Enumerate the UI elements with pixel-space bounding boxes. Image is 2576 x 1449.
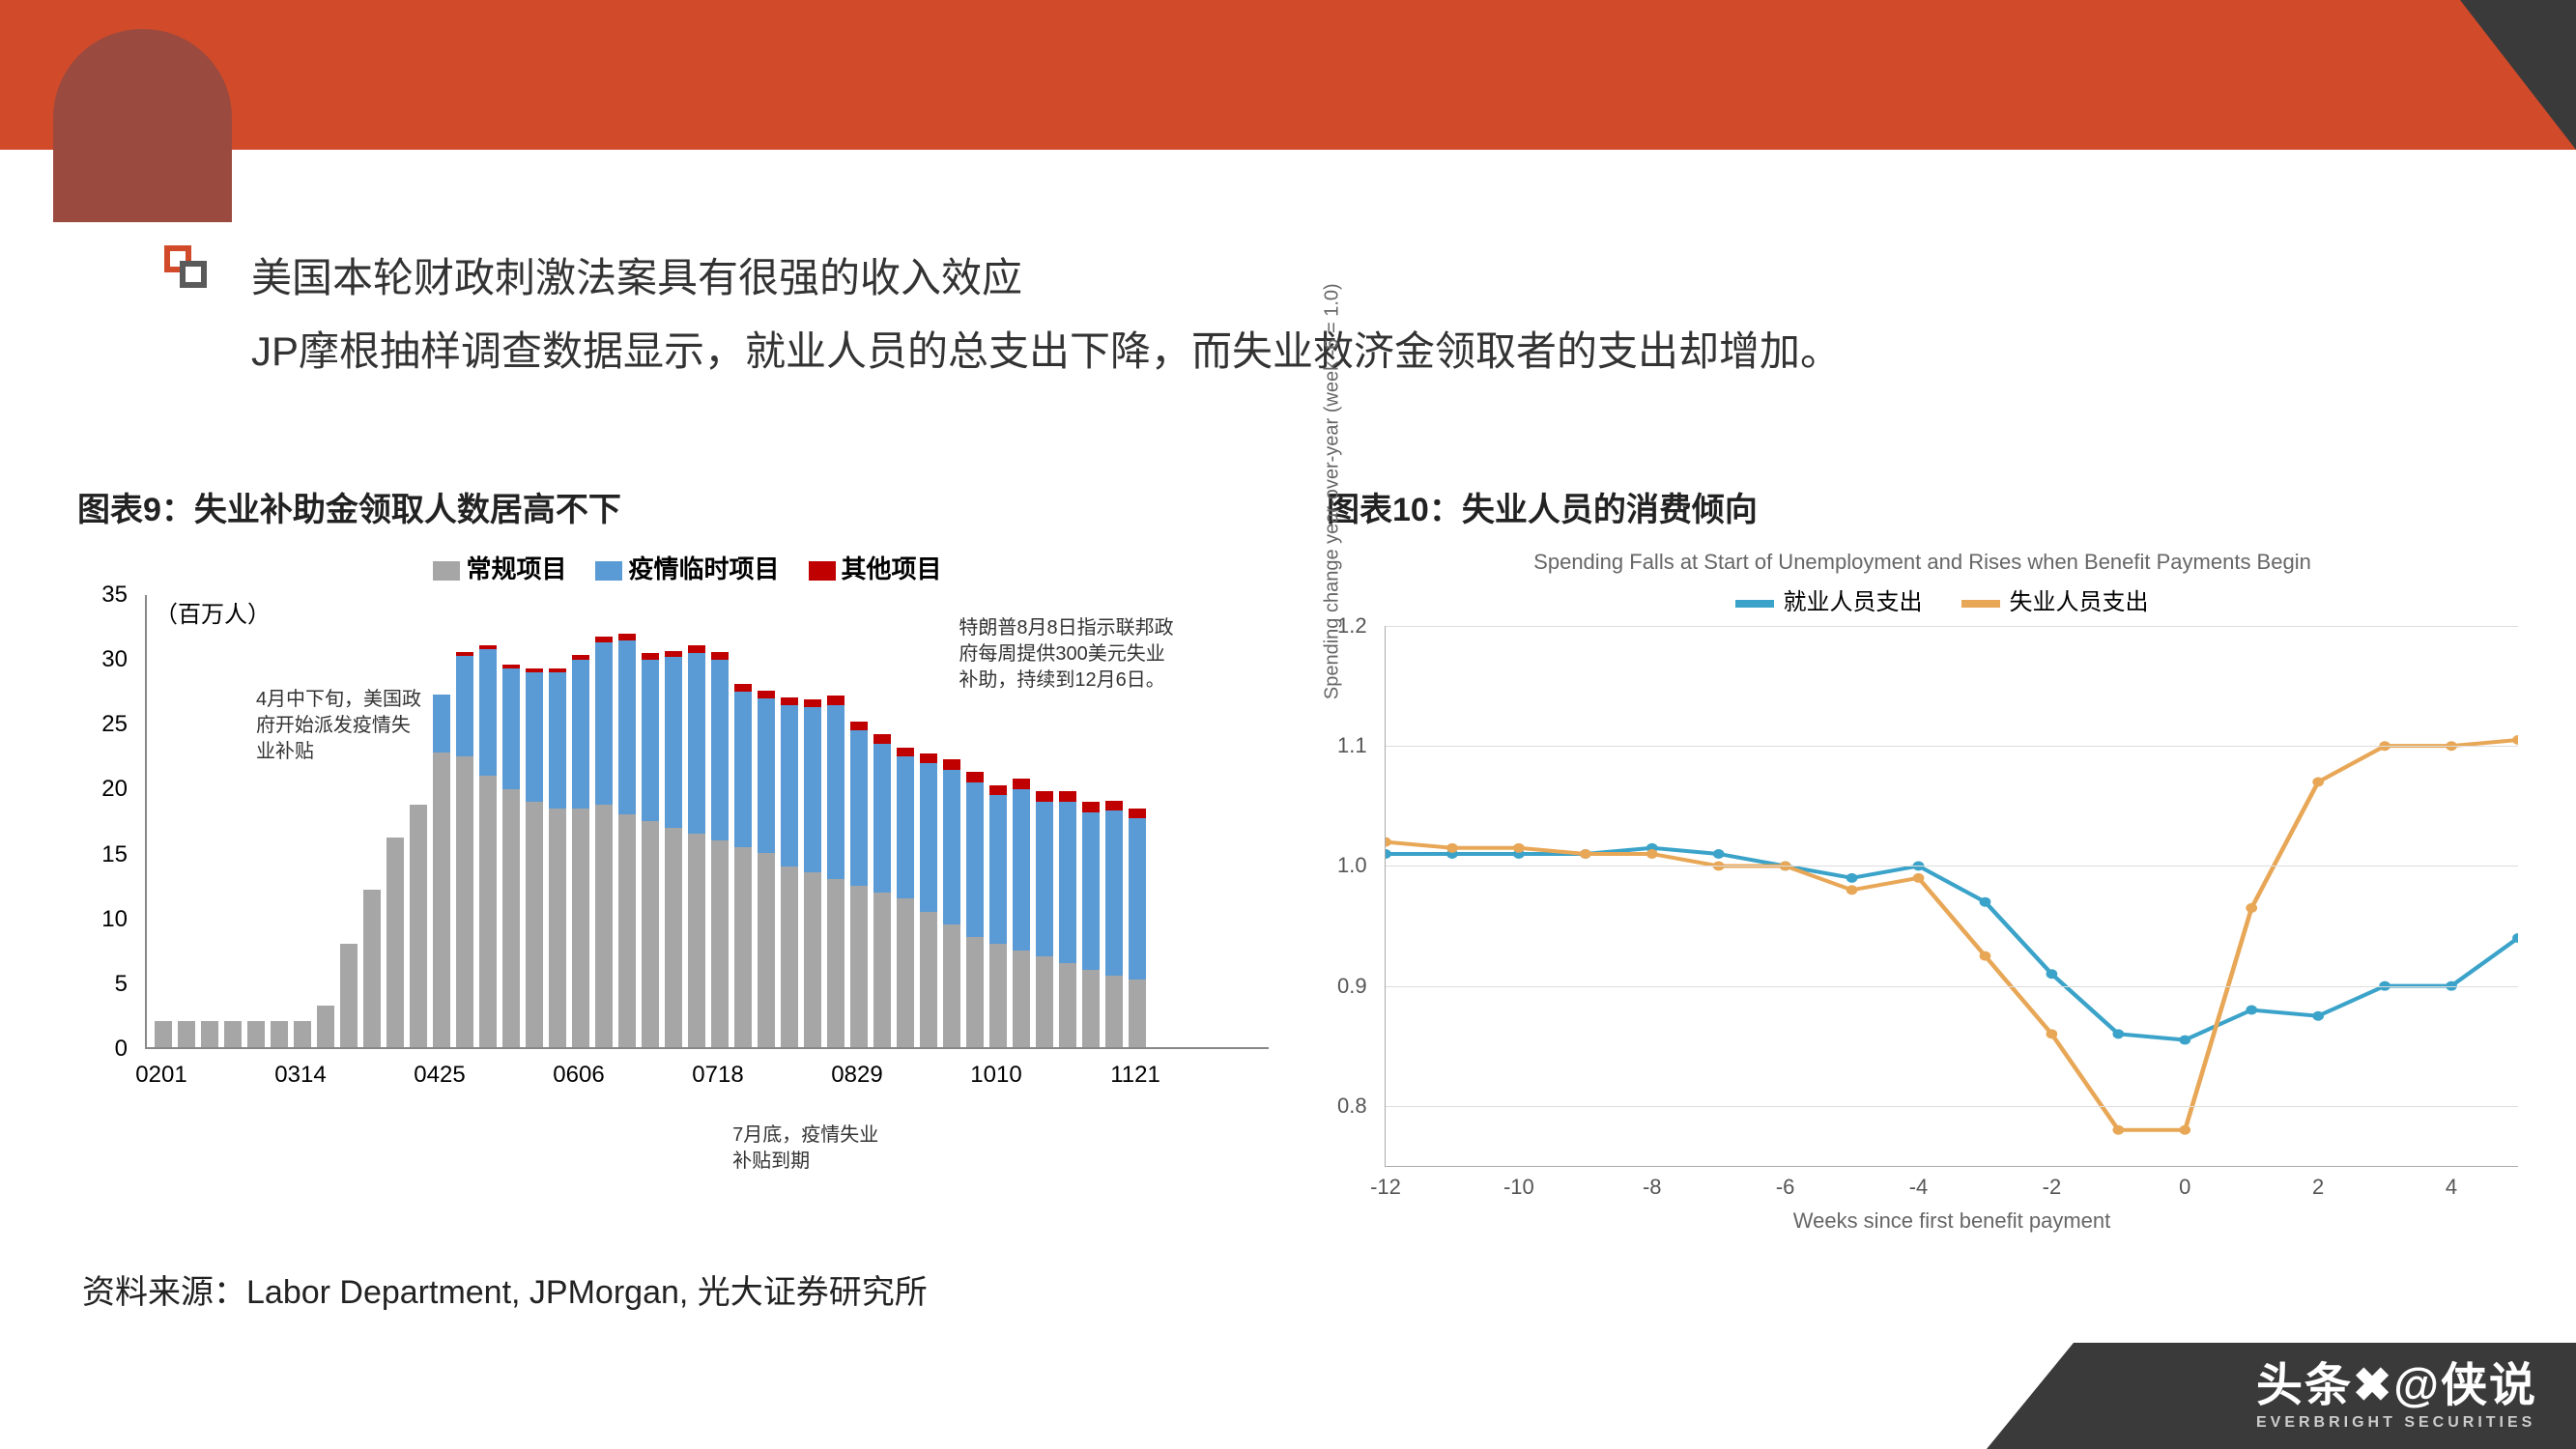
chart9-legend: 常规项目疫情临时项目其他项目: [77, 550, 1269, 585]
chart10-subtitle: Spending Falls at Start of Unemployment …: [1327, 550, 2518, 575]
chart10-legend: 就业人员支出失业人员支出: [1327, 582, 2518, 616]
chart9-xaxis: 02010314042506060718082910101121: [145, 1054, 1269, 1107]
chart10-plot: Spending change year-over-year (week -6 …: [1385, 626, 2518, 1167]
chart9-title: 图表9：失业补助金领取人数居高不下: [77, 483, 1269, 530]
watermark-main: 头条✖@侠说: [2256, 1360, 2537, 1411]
chart9-yaxis: 05101520253035: [77, 595, 135, 1049]
chart10: Spending Falls at Start of Unemployment …: [1327, 550, 2518, 1207]
chart10-box: 图表10：失业人员的消费倾向 Spending Falls at Start o…: [1327, 483, 2518, 1207]
top-banner: [0, 0, 2576, 150]
watermark: 头条✖@侠说 EVERBRIGHT SECURITIES: [2256, 1347, 2537, 1432]
banner-corner: [2460, 0, 2576, 150]
chart10-svg: [1386, 626, 2518, 1166]
source-text: 资料来源：Labor Department, JPMorgan, 光大证券研究所: [82, 1265, 928, 1313]
headline-line2: JP摩根抽样调查数据显示，就业人员的总支出下降，而失业救济金领取者的支出却增加。: [251, 315, 2479, 388]
headline-line1: 美国本轮财政刺激法案具有很强的收入效应: [251, 242, 2479, 315]
headline: 美国本轮财政刺激法案具有很强的收入效应 JP摩根抽样调查数据显示，就业人员的总支…: [251, 242, 2479, 387]
chart9-plot: （百万人） 05101520253035 0201031404250606071…: [77, 595, 1269, 1107]
chart10-title: 图表10：失业人员的消费倾向: [1327, 483, 2518, 530]
watermark-sub: EVERBRIGHT SECURITIES: [2256, 1414, 2537, 1432]
charts-row: 图表9：失业补助金领取人数居高不下 常规项目疫情临时项目其他项目 （百万人） 0…: [77, 483, 2518, 1207]
chart9: 常规项目疫情临时项目其他项目 （百万人） 05101520253035 0201…: [77, 550, 1269, 1158]
arch-decoration: [53, 29, 232, 222]
chart10-xlabel: Weeks since first benefit payment: [1793, 1208, 2111, 1234]
chart9-box: 图表9：失业补助金领取人数居高不下 常规项目疫情临时项目其他项目 （百万人） 0…: [77, 483, 1269, 1207]
footer-cut: [1987, 1343, 2074, 1449]
bullet-icon: [164, 245, 211, 292]
